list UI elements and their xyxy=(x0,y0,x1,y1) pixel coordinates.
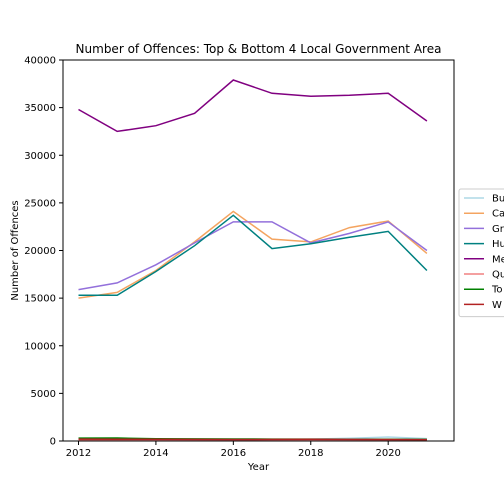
y-tick-label: 25000 xyxy=(24,198,56,209)
y-tick-label: 10000 xyxy=(24,341,56,352)
y-tick-label: 30000 xyxy=(24,151,56,162)
y-axis: 0 5000 10000 15000 20000 25000 30000 35000 40000 xyxy=(24,56,63,448)
y-tick-label: 40000 xyxy=(24,56,56,67)
chart-title: Number of Offences: Top & Bottom 4 Local… xyxy=(76,42,442,56)
y-tick-label: 5000 xyxy=(31,389,56,400)
legend-label: Ca xyxy=(492,209,504,220)
legend-label: W xyxy=(492,300,502,311)
x-tick-label: 2016 xyxy=(221,448,246,459)
legend-label: Me xyxy=(492,254,504,265)
legend: Bu Ca Gr Hu Me Qu To W xyxy=(458,188,504,318)
y-tick-label: 20000 xyxy=(24,246,56,257)
x-axis-label: Year xyxy=(247,462,270,473)
series-line-ca xyxy=(78,210,428,299)
x-tick-label: 2012 xyxy=(66,448,91,459)
legend-label: Bu xyxy=(492,194,504,205)
series-line-me xyxy=(78,79,428,133)
y-tick-label: 35000 xyxy=(24,103,56,114)
y-tick-label: 15000 xyxy=(24,294,56,305)
y-tick-label: 0 xyxy=(50,437,56,448)
x-tick-label: 2014 xyxy=(143,448,168,459)
legend-label: Hu xyxy=(492,239,504,250)
legend-label: Qu xyxy=(492,270,504,281)
x-axis: 2012 2014 2016 2018 2020 xyxy=(66,441,401,459)
x-tick-label: 2018 xyxy=(298,448,323,459)
legend-box xyxy=(458,188,504,318)
series-group xyxy=(78,79,428,442)
y-axis-label: Number of Offences xyxy=(10,200,21,300)
series-line-gr xyxy=(78,221,428,291)
x-tick-label: 2020 xyxy=(375,448,400,459)
series-line-w xyxy=(78,438,427,441)
plot-frame xyxy=(62,59,455,442)
legend-label: Gr xyxy=(492,224,504,235)
legend-label: To xyxy=(491,285,503,296)
series-line-hu xyxy=(78,214,428,297)
